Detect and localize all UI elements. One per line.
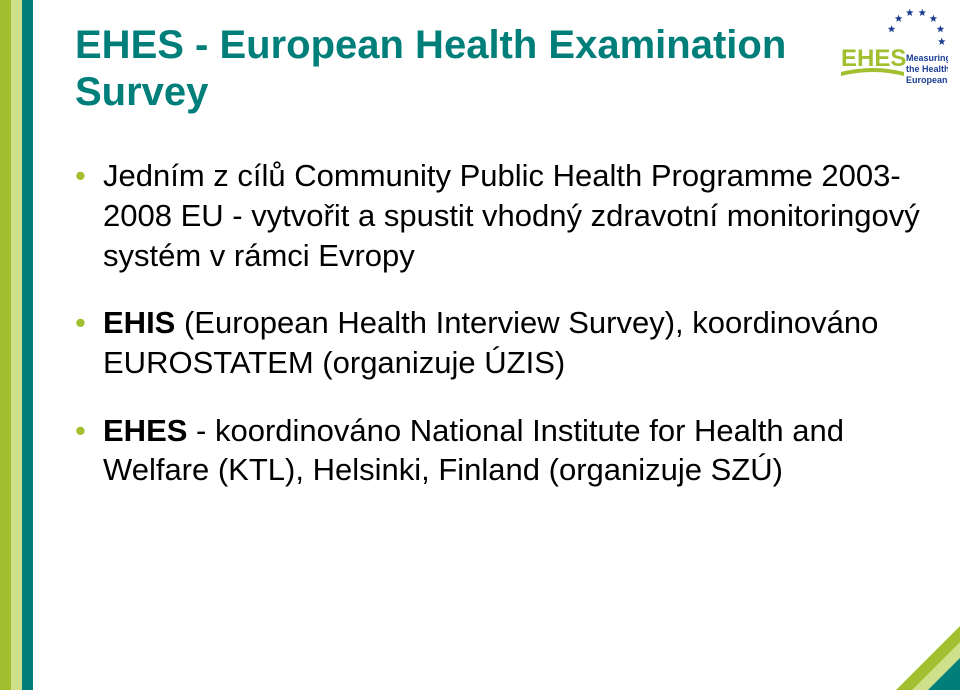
ehes-logo: EHES Measuring the Health of Europeans <box>838 6 948 111</box>
logo-brand-text: EHES <box>841 45 906 72</box>
slide-content: EHES - European Health Examination Surve… <box>75 22 930 680</box>
bullet-item: EHIS (European Health Interview Survey),… <box>75 303 930 382</box>
slide-title: EHES - European Health Examination Surve… <box>75 22 930 116</box>
star-icon <box>937 25 945 32</box>
logo-tagline-3: Europeans <box>906 75 948 85</box>
star-icon <box>888 25 896 32</box>
star-icon <box>938 38 946 45</box>
bullet-text: - koordinováno National Institute for He… <box>103 413 844 488</box>
left-bars <box>0 0 33 690</box>
star-icon <box>930 15 938 22</box>
bullet-text: (European Health Interview Survey), koor… <box>103 305 878 380</box>
bullet-text: Jedním z cílů Community Public Health Pr… <box>103 158 920 272</box>
corner-triangle <box>896 626 960 690</box>
left-bar-3 <box>22 0 33 690</box>
bullet-item: Jedním z cílů Community Public Health Pr… <box>75 156 930 275</box>
bullet-strong: EHES <box>103 413 187 448</box>
logo-tagline-2: the Health of <box>906 64 948 74</box>
logo-stars <box>888 9 946 45</box>
star-icon <box>906 9 914 16</box>
left-bar-2 <box>11 0 22 690</box>
logo-tagline-1: Measuring <box>906 53 948 63</box>
bullet-item: EHES - koordinováno National Institute f… <box>75 411 930 490</box>
star-icon <box>895 15 903 22</box>
bullet-list: Jedním z cílů Community Public Health Pr… <box>75 156 930 490</box>
star-icon <box>918 9 926 16</box>
bullet-strong: EHIS <box>103 305 175 340</box>
left-bar-1 <box>0 0 11 690</box>
